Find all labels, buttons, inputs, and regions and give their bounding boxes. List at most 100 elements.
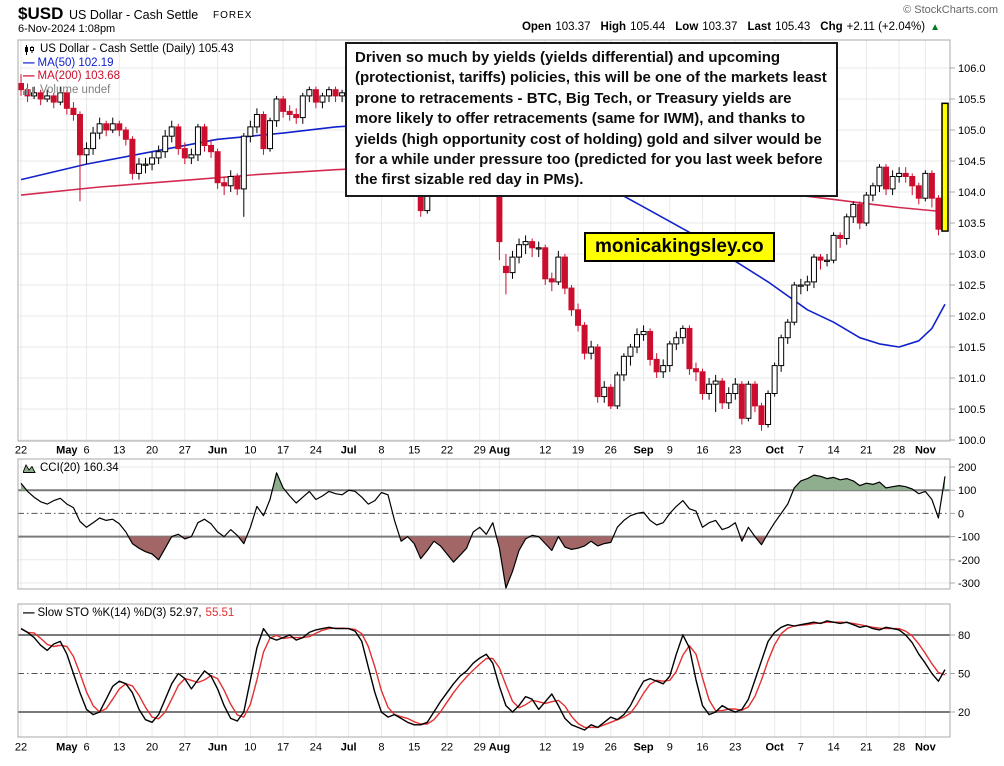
svg-text:102.5: 102.5 <box>958 280 986 292</box>
svg-text:13: 13 <box>113 742 125 754</box>
svg-text:23: 23 <box>729 742 741 754</box>
main-chart-legend: US Dollar - Cash Settle (Daily) 105.43 —… <box>23 43 234 97</box>
svg-text:May: May <box>56 445 78 457</box>
svg-text:Nov: Nov <box>915 445 937 457</box>
low-value: 103.37 <box>702 21 738 33</box>
svg-text:20: 20 <box>958 707 970 719</box>
symbol-label: $USD <box>18 4 64 23</box>
svg-text:8: 8 <box>378 445 384 457</box>
svg-text:14: 14 <box>827 445 839 457</box>
sto-legend-label: Slow STO %K(14) %D(3) 52.97, <box>37 607 202 619</box>
exchange-label: FOREX <box>213 10 253 21</box>
svg-text:103.5: 103.5 <box>958 218 986 230</box>
chg-value: +2.11 (+2.04%) <box>846 21 926 33</box>
svg-text:Aug: Aug <box>489 445 510 457</box>
svg-text:17: 17 <box>277 742 289 754</box>
svg-text:104.5: 104.5 <box>958 156 986 168</box>
svg-text:50: 50 <box>958 668 970 680</box>
svg-text:200: 200 <box>958 462 976 474</box>
chg-label: Chg <box>820 21 843 33</box>
copyright-label: © StockCharts.com <box>903 4 998 16</box>
svg-text:20: 20 <box>146 742 158 754</box>
svg-text:104.0: 104.0 <box>958 187 986 199</box>
svg-text:16: 16 <box>696 742 708 754</box>
svg-text:27: 27 <box>179 742 191 754</box>
svg-text:22: 22 <box>15 445 27 457</box>
svg-text:103.0: 103.0 <box>958 249 986 261</box>
svg-text:106.0: 106.0 <box>958 63 986 75</box>
svg-text:Jun: Jun <box>208 742 228 754</box>
svg-text:24: 24 <box>310 742 322 754</box>
svg-text:9: 9 <box>667 445 673 457</box>
svg-text:7: 7 <box>798 445 804 457</box>
low-label: Low <box>675 21 699 33</box>
x-axis-labels-main: 22 May 6 13 20 27 Jun 10 17 24 Jul 8 15 22 29 Aug 12 19 26… <box>15 445 937 457</box>
svg-text:102.0: 102.0 <box>958 311 986 323</box>
svg-text:24: 24 <box>310 445 322 457</box>
svg-text:105.0: 105.0 <box>958 125 986 137</box>
svg-text:101.0: 101.0 <box>958 373 986 385</box>
svg-text:105.5: 105.5 <box>958 94 986 106</box>
ma200-line-icon: — <box>23 70 35 82</box>
svg-text:28: 28 <box>893 445 905 457</box>
svg-text:21: 21 <box>860 445 872 457</box>
svg-text:-300: -300 <box>958 578 980 590</box>
svg-text:27: 27 <box>179 445 191 457</box>
svg-text:8: 8 <box>378 742 384 754</box>
svg-text:19: 19 <box>572 742 584 754</box>
svg-text:Jul: Jul <box>341 445 357 457</box>
instrument-name: US Dollar - Cash Settle <box>69 8 199 22</box>
sto-line-icon: — <box>23 607 35 619</box>
svg-text:26: 26 <box>605 742 617 754</box>
ma50-line-icon: — <box>23 56 35 69</box>
svg-text:-200: -200 <box>958 555 980 567</box>
svg-text:Aug: Aug <box>489 742 510 754</box>
svg-text:Oct: Oct <box>765 445 784 457</box>
svg-text:10: 10 <box>244 445 256 457</box>
sto-panel: 80 50 20 <box>18 620 970 731</box>
svg-text:100.0: 100.0 <box>958 435 986 447</box>
open-value: 103.37 <box>555 21 591 33</box>
svg-text:14: 14 <box>827 742 839 754</box>
svg-text:15: 15 <box>408 742 420 754</box>
svg-text:12: 12 <box>539 445 551 457</box>
svg-text:17: 17 <box>277 445 289 457</box>
svg-text:10: 10 <box>244 742 256 754</box>
sto-legend: — Slow STO %K(14) %D(3) 52.97, 55.51 <box>23 607 234 619</box>
svg-text:22: 22 <box>441 445 453 457</box>
last-value: 105.43 <box>775 21 811 33</box>
svg-text:Sep: Sep <box>633 742 653 754</box>
svg-text:7: 7 <box>798 742 804 754</box>
ma50-legend-label: MA(50) 102.19 <box>37 56 114 69</box>
svg-text:6: 6 <box>83 445 89 457</box>
svg-text:80: 80 <box>958 630 970 642</box>
cci-legend: CCI(20) 160.34 <box>23 462 119 474</box>
cci-panel: 200 100 0 -100 -200 -300 <box>18 462 980 590</box>
series-legend-label: US Dollar - Cash Settle (Daily) 105.43 <box>40 43 234 55</box>
svg-text:Jul: Jul <box>341 742 357 754</box>
volume-histogram-icon <box>23 85 37 96</box>
cci-legend-label: CCI(20) 160.34 <box>40 462 119 474</box>
svg-text:0: 0 <box>958 508 964 520</box>
area-chart-icon <box>23 463 37 474</box>
svg-text:6: 6 <box>83 742 89 754</box>
high-label: High <box>600 21 627 33</box>
svg-text:-100: -100 <box>958 532 980 544</box>
open-label: Open <box>521 21 552 33</box>
svg-text:Nov: Nov <box>915 742 937 754</box>
high-value: 105.44 <box>630 21 666 33</box>
quote-strip: Open 103.37 High 105.44 Low 103.37 Last 105.… <box>522 21 940 33</box>
x-axis-labels-bottom: 22 May 6 13 20 27 Jun 10 17 24 Jul 8 15 22 29 Aug 12 19 26… <box>15 742 937 754</box>
ma200-legend-label: MA(200) 103.68 <box>37 70 120 82</box>
annotation-box: Driven so much by yields (yields differe… <box>345 42 838 197</box>
svg-text:22: 22 <box>441 742 453 754</box>
svg-text:19: 19 <box>572 445 584 457</box>
svg-text:20: 20 <box>146 445 158 457</box>
svg-text:9: 9 <box>667 742 673 754</box>
svg-text:Oct: Oct <box>765 742 784 754</box>
svg-text:16: 16 <box>696 445 708 457</box>
up-triangle-icon: ▲ <box>930 21 940 33</box>
svg-text:26: 26 <box>605 445 617 457</box>
svg-text:Jun: Jun <box>208 445 228 457</box>
